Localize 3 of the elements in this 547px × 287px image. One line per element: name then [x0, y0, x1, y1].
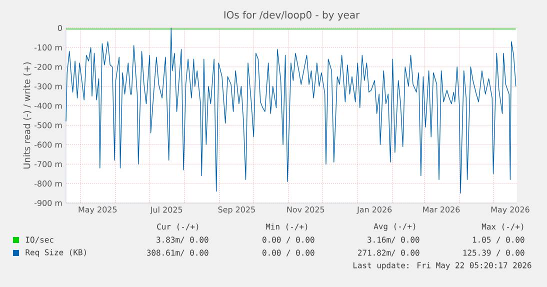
y-axis-title: Units read (-) / write (+): [23, 62, 32, 169]
line-series: [66, 28, 516, 194]
chart-title: IOs for /dev/loop0 - by year: [224, 10, 360, 21]
